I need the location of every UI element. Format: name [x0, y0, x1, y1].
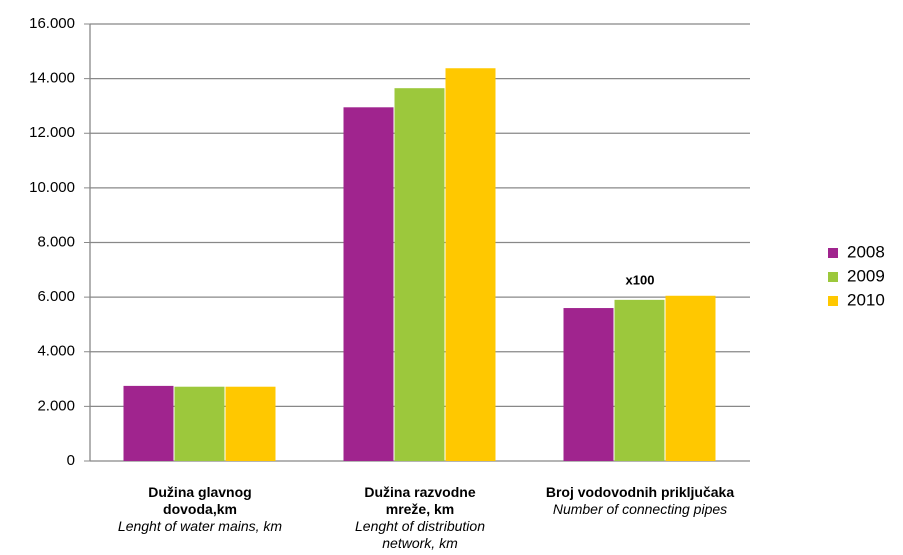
y-tick-label: 14.000	[29, 70, 75, 87]
legend-swatch	[828, 272, 838, 282]
x-tick-label: Broj vodovodnih priključaka	[545, 484, 735, 500]
y-tick-label: 10.000	[29, 179, 75, 196]
bar	[225, 386, 276, 461]
x-tick-label: Dužina glavnog dovoda,km	[148, 484, 252, 517]
y-tick-label: 2.000	[37, 397, 75, 414]
x-tick-subtitle: Number of connecting pipes	[552, 501, 728, 517]
bar	[445, 68, 496, 461]
bar	[665, 295, 716, 461]
legend-label: 2009	[847, 266, 885, 285]
bar	[394, 88, 445, 461]
legend-label: 2008	[847, 242, 885, 261]
bar	[123, 385, 174, 461]
x-tick-subtitle: Lenght of distribution network, km	[355, 518, 485, 551]
y-tick-label: 12.000	[29, 124, 75, 141]
y-tick-label: 0	[67, 452, 75, 469]
legend-label: 2010	[847, 290, 885, 309]
x-tick-subtitle: Lenght of water mains, km	[117, 518, 283, 534]
legend-swatch	[828, 248, 838, 258]
x-tick-label: Dužina razvodne mreže, km	[364, 484, 476, 517]
y-tick-label: 4.000	[37, 343, 75, 360]
legend-swatch	[828, 296, 838, 306]
bar	[343, 107, 394, 461]
y-tick-label: 16.000	[29, 15, 75, 32]
bar	[174, 386, 225, 461]
bar	[563, 308, 614, 461]
annotation: x100	[626, 272, 655, 287]
y-tick-label: 6.000	[37, 288, 75, 305]
y-tick-label: 8.000	[37, 233, 75, 250]
bar	[614, 299, 665, 461]
